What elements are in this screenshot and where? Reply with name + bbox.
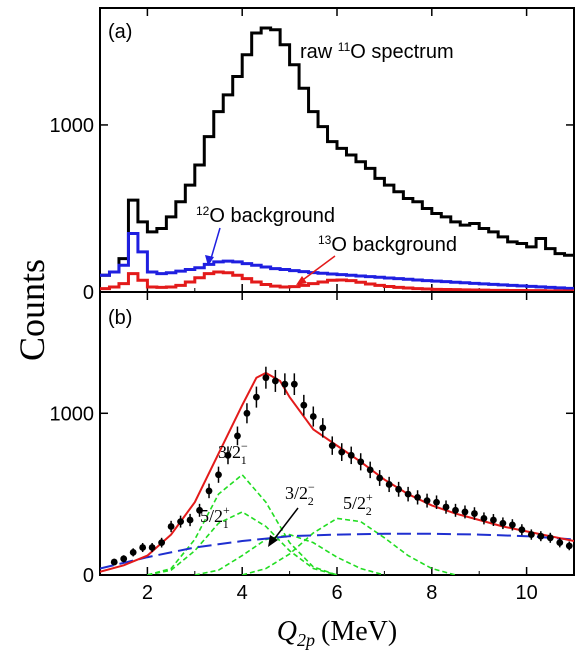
state-label-3-2-minus-1: 3/2− 1 bbox=[218, 439, 248, 467]
data-point bbox=[139, 544, 147, 551]
data-point bbox=[537, 532, 545, 540]
series-component-4 bbox=[241, 517, 456, 575]
arrow-13o bbox=[299, 255, 336, 283]
series-raw-11o bbox=[100, 26, 574, 277]
data-point bbox=[319, 424, 327, 432]
annotation-12o: 12O background bbox=[196, 204, 335, 227]
data-point bbox=[110, 558, 118, 566]
data-point bbox=[129, 548, 137, 556]
y-tick-label: 1000 bbox=[50, 403, 95, 425]
data-point bbox=[328, 442, 336, 450]
data-point bbox=[177, 518, 184, 526]
data-point bbox=[120, 555, 128, 563]
data-point bbox=[452, 506, 459, 514]
arrowhead-13o-icon bbox=[296, 276, 307, 285]
data-point bbox=[338, 448, 346, 456]
y-tick-label: 1000 bbox=[50, 115, 95, 137]
panel-b-ticks: 2 4 6 8 10 0 1000 bbox=[50, 292, 574, 604]
y-tick-label: 0 bbox=[83, 282, 94, 304]
data-point bbox=[490, 516, 497, 524]
data-point bbox=[442, 503, 450, 511]
x-tick-label: 10 bbox=[515, 582, 537, 604]
data-point bbox=[234, 432, 241, 440]
data-point bbox=[357, 458, 365, 466]
panel-a-label: (a) bbox=[108, 21, 132, 43]
data-point bbox=[461, 508, 469, 516]
data-point bbox=[556, 539, 564, 547]
data-point bbox=[224, 451, 232, 459]
x-axis-title: Q2p (MeV) bbox=[277, 616, 397, 650]
panel-b: (b) 2 4 6 8 10 0 1000 3/2− 1 3/2− 2 5/2+ 1 5/2+ 2 bbox=[50, 291, 575, 604]
data-point bbox=[518, 526, 526, 534]
arrowhead-12o-icon bbox=[205, 255, 214, 266]
arrow-12o bbox=[209, 227, 221, 263]
panel-b-label: (b) bbox=[108, 307, 132, 329]
data-point bbox=[205, 487, 213, 495]
data-point bbox=[290, 380, 298, 388]
series-13o-background bbox=[100, 270, 574, 293]
data-point bbox=[471, 510, 478, 517]
data-point bbox=[215, 471, 222, 479]
data-point bbox=[347, 451, 355, 459]
data-point bbox=[148, 544, 156, 551]
panel-a-series bbox=[100, 26, 574, 293]
data-point bbox=[376, 474, 384, 482]
data-point bbox=[527, 531, 535, 538]
series-12o-background bbox=[100, 232, 574, 290]
data-point bbox=[271, 377, 279, 385]
data-point bbox=[433, 498, 440, 506]
data-point bbox=[480, 515, 488, 522]
data-point bbox=[508, 521, 516, 529]
data-point bbox=[167, 523, 175, 530]
panel-b-series bbox=[100, 366, 574, 575]
data-point bbox=[423, 497, 431, 505]
panel-b-plot-area bbox=[100, 366, 574, 575]
data-point bbox=[565, 542, 573, 550]
data-point bbox=[281, 380, 289, 388]
series-component-3 bbox=[194, 533, 385, 575]
x-tick-label: 6 bbox=[331, 582, 342, 604]
series-broad-background bbox=[100, 532, 574, 570]
data-point bbox=[243, 409, 251, 417]
series-component-1 bbox=[147, 473, 338, 575]
data-point bbox=[300, 401, 308, 409]
data-point bbox=[253, 393, 260, 401]
data-point bbox=[366, 466, 374, 474]
state-label-5-2-plus-2: 5/2+ 2 bbox=[343, 490, 373, 518]
data-point bbox=[262, 374, 270, 382]
panel-b-frame bbox=[99, 291, 575, 576]
series-total-fit bbox=[100, 371, 574, 573]
x-tick-label: 2 bbox=[142, 582, 153, 604]
y-axis-title: Counts bbox=[12, 259, 52, 361]
arrowhead-3-2-minus-2-icon bbox=[268, 535, 278, 547]
data-point bbox=[385, 481, 393, 488]
data-point bbox=[186, 516, 194, 524]
data-point bbox=[546, 534, 554, 542]
data-point bbox=[404, 490, 412, 498]
state-label-5-2-plus-1: 5/2+ 1 bbox=[200, 503, 230, 531]
annotation-raw: raw 11O spectrum bbox=[300, 40, 454, 63]
data-point bbox=[309, 413, 317, 420]
annotation-13o: 13O background bbox=[318, 233, 457, 256]
state-label-3-2-minus-2: 3/2− 2 bbox=[285, 480, 315, 508]
arrow-3-2-minus-2 bbox=[271, 507, 299, 543]
x-tick-label: 8 bbox=[426, 582, 437, 604]
data-point bbox=[414, 493, 421, 501]
panel-a: (a) 0 1000 raw 11O spectrum 12O backgroun… bbox=[50, 7, 575, 304]
data-point bbox=[395, 485, 403, 493]
data-point bbox=[196, 506, 203, 514]
series-component-2 bbox=[147, 511, 338, 575]
y-tick-label: 0 bbox=[83, 565, 94, 587]
data-point bbox=[499, 519, 507, 527]
data-point bbox=[158, 539, 166, 547]
x-tick-label: 4 bbox=[237, 582, 248, 604]
